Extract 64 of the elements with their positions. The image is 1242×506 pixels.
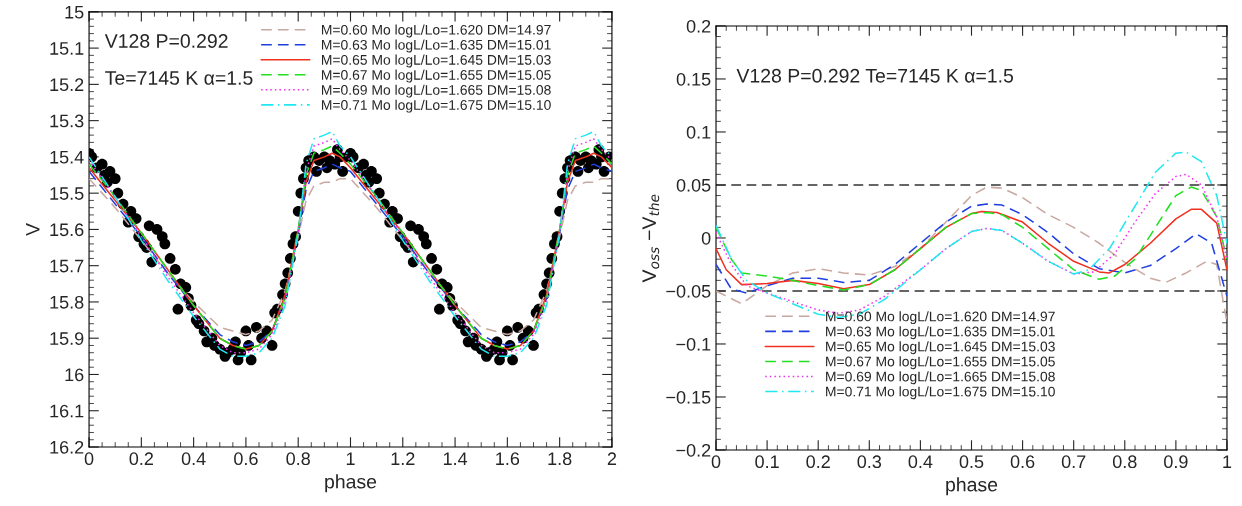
y-tick-label: 16 xyxy=(65,368,84,382)
y-tick-label: −0.15 xyxy=(666,390,711,404)
y-tick-label: −0.05 xyxy=(666,284,711,298)
y-tick-label: 0.15 xyxy=(676,72,711,86)
x-axis-title: phase xyxy=(946,477,998,496)
x-tick-label: 0.2 xyxy=(806,455,830,469)
x-tick-label: 0 xyxy=(84,452,94,466)
y-tick-label: 0 xyxy=(701,231,711,245)
x-tick-label: 0.8 xyxy=(286,452,310,466)
legend-label: M=0.65 Mo logL/Lo=1.645 DM=15.03 xyxy=(321,54,551,68)
x-tick-label: 0.7 xyxy=(1061,455,1086,469)
y-tick-label: 0.05 xyxy=(676,178,711,192)
x-axis-title: phase xyxy=(325,474,377,493)
legend-label: M=0.63 Mo logL/Lo=1.635 DM=15.01 xyxy=(321,39,551,53)
y-tick-label: 0.1 xyxy=(686,125,711,139)
annotation: Te=7145 K α=1.5 xyxy=(105,71,253,85)
legend-label: M=0.69 Mo logL/Lo=1.665 DM=15.08 xyxy=(321,84,551,98)
annotation: V128 P=0.292 xyxy=(104,34,228,48)
x-tick-label: 0.6 xyxy=(234,452,258,466)
y-tick-label: 15 xyxy=(65,5,84,19)
y-axis-title: V xyxy=(26,223,40,236)
y-tick-label: 15.8 xyxy=(50,295,84,309)
x-tick-label: 1.8 xyxy=(548,452,572,466)
y-tick-label: 16.1 xyxy=(50,404,84,418)
y-tick-label: 15.3 xyxy=(50,114,84,128)
legend-label: M=0.60 Mo logL/Lo=1.620 DM=14.97 xyxy=(826,311,1055,325)
y-tick-label: −0.2 xyxy=(676,443,711,457)
y-tick-label: 16.2 xyxy=(50,440,84,454)
x-tick-label: 0.2 xyxy=(129,452,153,466)
x-tick-label: 0.3 xyxy=(857,455,882,469)
y-tick-label: 0.2 xyxy=(686,19,711,33)
line-series xyxy=(716,186,1227,291)
y-tick-label: −0.1 xyxy=(676,337,711,351)
legend-label: M=0.67 Mo logL/Lo=1.655 DM=15.05 xyxy=(321,69,551,83)
legend-label: M=0.60 Mo logL/Lo=1.620 DM=14.97 xyxy=(321,24,551,38)
x-tick-label: 0.1 xyxy=(755,455,779,469)
x-tick-label: 1 xyxy=(1223,455,1232,468)
x-tick-label: 0.8 xyxy=(1112,455,1137,469)
y-tick-label: 15.2 xyxy=(50,78,84,92)
x-tick-label: 1.4 xyxy=(443,452,468,465)
legend-label: M=0.65 Mo logL/Lo=1.645 DM=15.03 xyxy=(826,341,1055,355)
x-tick-label: 0.4 xyxy=(908,455,933,469)
y-axis-title: V$_{oss}$ −V$_{the}$ xyxy=(642,194,660,283)
legend-label: M=0.71 Mo logL/Lo=1.675 DM=15.10 xyxy=(826,386,1055,400)
x-tick-label: 1 xyxy=(346,452,355,465)
x-tick-label: 1.6 xyxy=(496,452,520,466)
legend-label: M=0.69 Mo logL/Lo=1.665 DM=15.08 xyxy=(826,371,1055,385)
x-tick-label: 0.6 xyxy=(1010,455,1035,469)
x-tick-label: 0 xyxy=(711,455,721,469)
legend-label: M=0.67 Mo logL/Lo=1.655 DM=15.05 xyxy=(826,356,1055,370)
x-tick-label: 1.2 xyxy=(391,452,415,465)
x-tick-label: 0.9 xyxy=(1164,455,1188,469)
y-tick-label: 15.5 xyxy=(50,187,84,200)
x-tick-label: 2 xyxy=(607,452,617,465)
y-tick-label: 15.1 xyxy=(50,42,84,55)
legend-label: M=0.63 Mo logL/Lo=1.635 DM=15.01 xyxy=(826,326,1055,340)
legend-label: M=0.71 Mo logL/Lo=1.675 DM=15.10 xyxy=(321,99,551,113)
x-tick-label: 0.4 xyxy=(181,452,206,466)
y-tick-label: 15.6 xyxy=(50,223,84,237)
y-tick-label: 15.9 xyxy=(50,332,84,345)
y-tick-label: 15.7 xyxy=(50,259,84,273)
y-tick-label: 15.4 xyxy=(50,151,84,164)
annotation: V128 P=0.292 Te=7145 K α=1.5 xyxy=(736,68,1014,83)
x-tick-label: 0.5 xyxy=(959,455,984,469)
